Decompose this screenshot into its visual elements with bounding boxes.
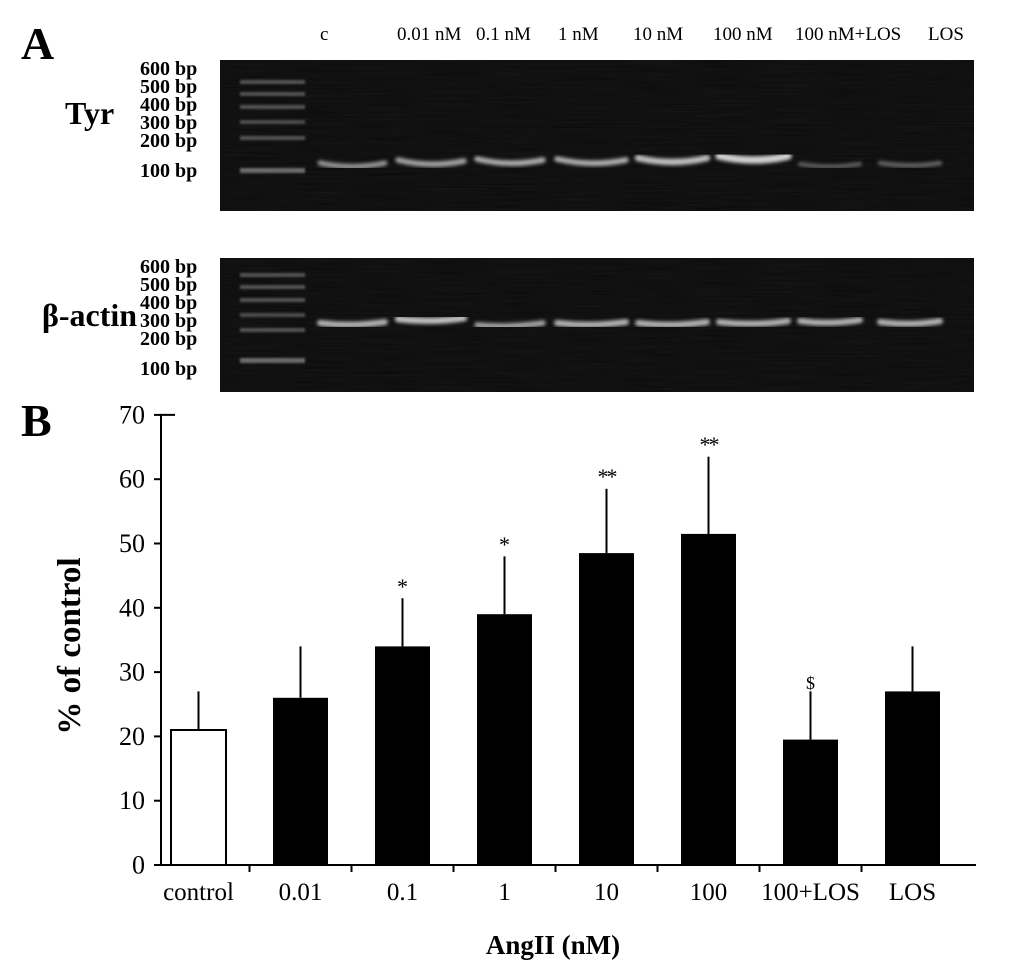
svg-text:AngII (nM): AngII (nM) — [486, 930, 620, 960]
svg-text:**: ** — [598, 464, 617, 489]
svg-text:0: 0 — [132, 851, 145, 880]
svg-text:10: 10 — [594, 879, 619, 906]
svg-text:0.01: 0.01 — [279, 879, 323, 906]
svg-text:% of control: % of control — [52, 557, 88, 734]
svg-text:40: 40 — [119, 593, 145, 622]
svg-text:LOS: LOS — [889, 879, 936, 906]
svg-text:70: 70 — [119, 405, 145, 429]
svg-text:60: 60 — [119, 465, 145, 494]
svg-text:20: 20 — [119, 722, 145, 751]
svg-text:100+LOS: 100+LOS — [761, 879, 860, 906]
svg-text:**: ** — [700, 432, 719, 457]
svg-text:100: 100 — [690, 879, 728, 906]
svg-text:control: control — [163, 879, 234, 906]
svg-text:0.1: 0.1 — [387, 879, 418, 906]
svg-text:*: * — [499, 532, 510, 557]
svg-text:$: $ — [806, 673, 815, 693]
svg-text:10: 10 — [119, 786, 145, 815]
svg-text:1: 1 — [498, 879, 511, 906]
svg-text:30: 30 — [119, 658, 145, 687]
svg-text:50: 50 — [119, 529, 145, 558]
svg-text:*: * — [397, 574, 408, 599]
